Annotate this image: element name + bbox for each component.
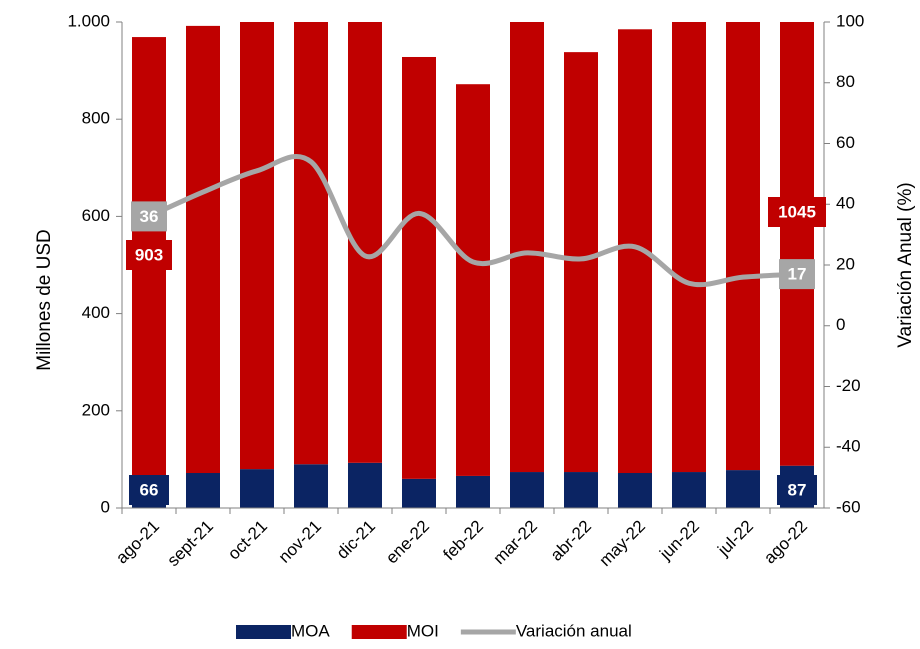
y2-tick-label: -40 [836,437,861,456]
x-tick-label: abr-22 [547,517,595,565]
data-label: 87 [788,480,807,499]
y-tick-label: 800 [82,109,110,128]
data-label: 17 [788,265,807,284]
bar [402,478,436,508]
plot-area [132,22,814,508]
y-tick-label: 400 [82,303,110,322]
x-tick-label: ago-21 [112,517,163,568]
bar [510,22,544,473]
data-label: 903 [135,245,163,264]
data-label-box [779,259,815,290]
line [147,154,798,288]
x-tick-label: feb-22 [439,517,487,565]
x-tick-label: ene-22 [382,517,433,568]
y-tick-label: 0 [101,497,110,516]
y-axis-title: Millones de USD [34,229,55,371]
data-label: 1045 [778,202,816,221]
legend-label: MOI [407,621,439,640]
y-tick-label: 600 [82,206,110,225]
data-label: 36 [140,207,159,226]
y-tick-label: 200 [82,400,110,419]
bar [294,22,328,465]
data-label: 66 [140,480,159,499]
bar [726,22,760,471]
bar [348,462,382,508]
x-tick-label: jul-22 [713,517,757,561]
data-label-box [131,201,167,232]
y2-tick-label: 60 [836,133,855,152]
x-tick-label: nov-21 [275,517,325,567]
data-label-box [126,240,172,270]
x-tick-label: oct-21 [224,517,271,564]
bar [186,25,220,474]
data-label-box [768,197,826,227]
y2-tick-label: 100 [836,11,864,30]
data-label-box [129,475,169,505]
x-tick-label: ago-22 [760,517,811,568]
y2-tick-label: -20 [836,376,861,395]
bar [240,22,274,470]
legend-swatch [236,625,291,639]
legend-swatch [351,625,407,639]
x-tick-label: mar-22 [489,517,541,569]
x-tick-label: sept-21 [163,517,217,571]
bar [672,472,706,508]
x-tick-label: dic-21 [333,517,379,563]
bar [618,473,652,508]
x-tick-label: jun-22 [655,517,703,565]
bar [564,472,598,508]
bar [456,475,490,508]
y-tick-label: 1.000 [67,11,110,30]
bar [456,84,490,476]
bar [186,473,220,508]
bar [672,22,706,473]
y2-tick-label: 40 [836,194,855,213]
bar [402,56,436,479]
legend-label: MOA [291,621,330,640]
data-label-box [777,475,817,505]
bar [564,52,598,473]
bar [780,22,814,466]
y2-tick-label: -60 [836,497,861,516]
x-tick-label: may-22 [595,517,649,571]
bar [348,22,382,463]
y2-tick-label: 20 [836,254,855,273]
bar [240,469,274,508]
y2-axis-title: Variación Anual (%) [895,182,916,347]
bar [510,472,544,508]
y2-tick-label: 80 [836,72,855,91]
bar [294,464,328,508]
legend-label: Variación anual [516,621,632,640]
y2-tick-label: 0 [836,315,845,334]
bar [726,470,760,508]
